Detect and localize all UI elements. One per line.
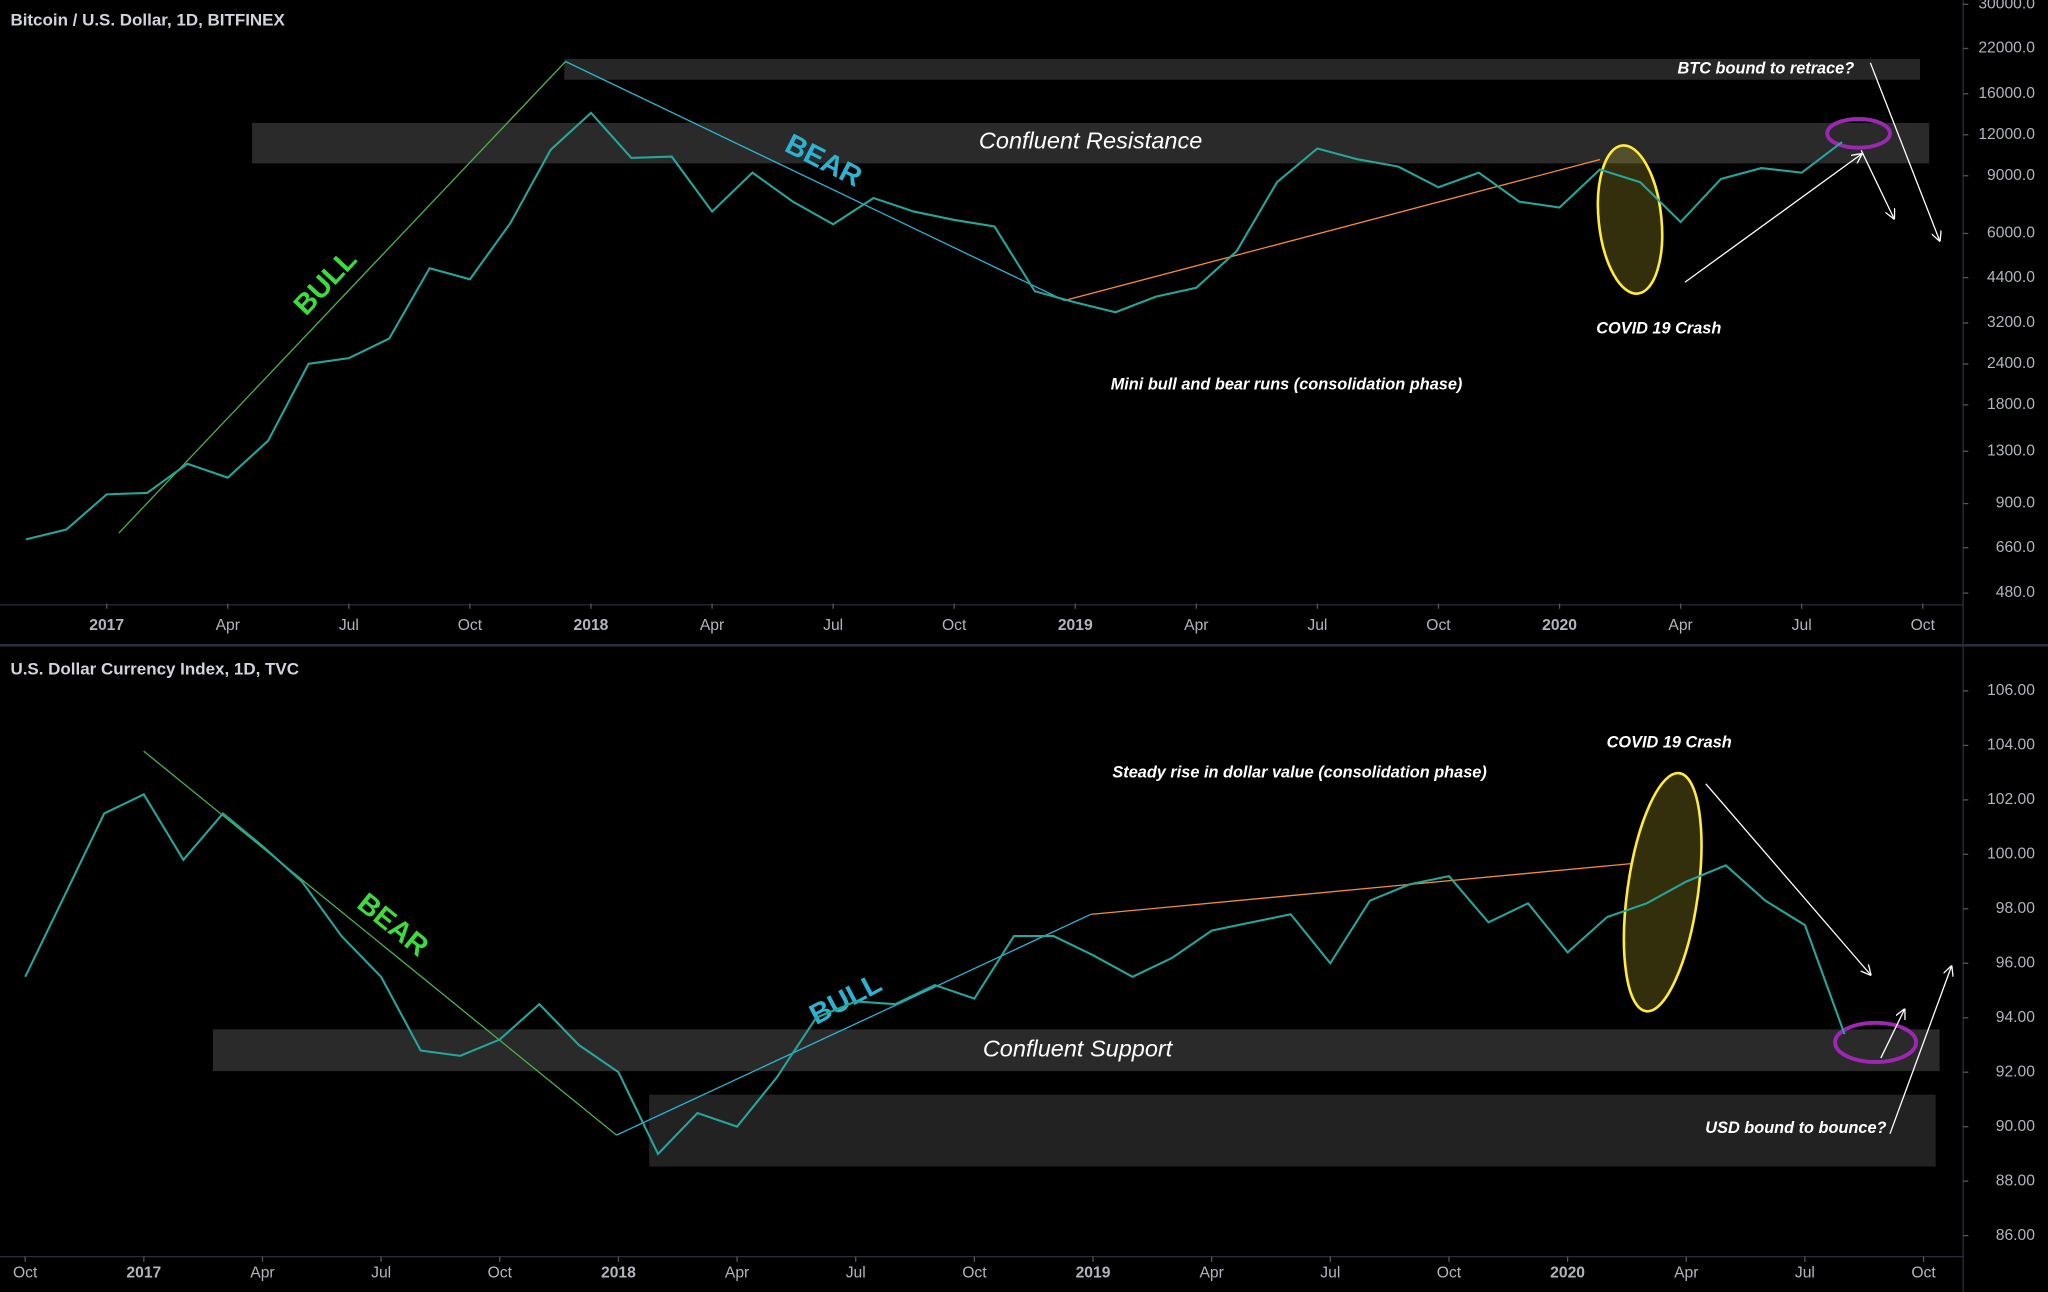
y-tick-label: 2400.0 [1987, 355, 2035, 372]
y-tick-label: 100.00 [1987, 845, 2035, 862]
y-tick-label: 106.00 [1987, 682, 2035, 699]
x-tick-label: Oct [1911, 617, 1936, 634]
price-line [24, 793, 1846, 1156]
y-tick-label: 102.00 [1987, 791, 2035, 808]
x-tick-label: Apr [1199, 1265, 1223, 1282]
x-tick-label: 2020 [1550, 1265, 1585, 1282]
y-tick-label: 92.00 [1996, 1063, 2035, 1080]
annotation: Mini bull and bear runs (consolidation p… [1111, 376, 1463, 394]
arrow [1860, 150, 1894, 218]
y-tick-label: 90.00 [1996, 1118, 2035, 1135]
arrow [1880, 1010, 1905, 1059]
x-tick-label: 2017 [126, 1265, 161, 1282]
y-tick-label: 6000.0 [1987, 225, 2035, 242]
arrow [1889, 967, 1951, 1135]
y-tick-label: 94.00 [1996, 1009, 2035, 1026]
x-tick-label: Jul [371, 1265, 391, 1282]
x-tick-label: Apr [700, 617, 724, 634]
annotation: Confluent Resistance [979, 128, 1202, 154]
x-tick-label: Oct [458, 617, 483, 634]
x-tick-label: Jul [1320, 1265, 1340, 1282]
x-tick-label: Jul [846, 1265, 866, 1282]
x-tick-label: Apr [1184, 617, 1208, 634]
trend-line [616, 913, 1091, 1136]
arrow [1705, 783, 1871, 975]
y-tick-label: 98.00 [1996, 900, 2035, 917]
arrow [1869, 62, 1939, 241]
y-tick-label: 12000.0 [1978, 126, 2035, 143]
x-tick-label: Oct [1437, 1265, 1462, 1282]
x-tick-label: Jul [1795, 1265, 1815, 1282]
x-tick-label: Oct [488, 1265, 513, 1282]
y-tick-label: 1300.0 [1987, 442, 2035, 459]
annotation: BTC bound to retrace? [1678, 60, 1855, 78]
y-tick-label: 3200.0 [1987, 314, 2035, 331]
resistance-zone [252, 122, 1930, 164]
x-tick-label: Apr [250, 1265, 274, 1282]
x-tick-label: 2019 [1076, 1265, 1111, 1282]
annotation: Steady rise in dollar value (consolidati… [1112, 764, 1486, 782]
trend-line [1090, 862, 1633, 916]
x-tick-label: Apr [1674, 1265, 1698, 1282]
highlight-ellipse [1833, 1020, 1919, 1064]
y-tick-label: 88.00 [1996, 1172, 2035, 1189]
annotation: COVID 19 Crash [1607, 734, 1732, 752]
annotation: Confluent Support [983, 1035, 1174, 1061]
x-tick-label: Apr [216, 617, 240, 634]
x-tick-label: 2017 [89, 617, 124, 634]
x-tick-label: Jul [339, 617, 359, 634]
y-tick-label: 4400.0 [1987, 269, 2035, 286]
x-tick-label: Oct [942, 617, 967, 634]
y-tick-label: 900.0 [1996, 495, 2035, 512]
y-tick-label: 96.00 [1996, 954, 2035, 971]
x-tick-label: 2018 [601, 1265, 636, 1282]
x-tick-label: Jul [823, 617, 843, 634]
x-tick-label: Oct [13, 1265, 38, 1282]
highlight-ellipse [1622, 771, 1703, 1013]
trend-line [118, 61, 567, 534]
trend-line [1064, 158, 1601, 302]
resistance-zone [564, 58, 1920, 80]
y-tick-label: 104.00 [1987, 737, 2035, 754]
x-tick-label: Jul [1792, 617, 1812, 634]
x-tick-label: 2020 [1542, 617, 1577, 634]
x-tick-label: Oct [1911, 1265, 1936, 1282]
annotation: COVID 19 Crash [1596, 320, 1721, 338]
x-tick-label: Apr [1668, 617, 1692, 634]
chart-title: U.S. Dollar Currency Index, 1D, TVC [10, 660, 299, 679]
support-zone [212, 1029, 1940, 1072]
y-tick-label: 30000.0 [1978, 0, 2035, 12]
y-tick-label: 1800.0 [1987, 396, 2035, 413]
y-tick-label: 480.0 [1996, 584, 2035, 601]
x-tick-label: 2018 [574, 617, 609, 634]
chart-title: Bitcoin / U.S. Dollar, 1D, BITFINEX [10, 11, 285, 30]
y-tick-label: 660.0 [1996, 539, 2035, 556]
y-tick-label: 22000.0 [1978, 40, 2035, 57]
trend-line [565, 60, 1065, 302]
x-tick-label: Oct [1426, 617, 1451, 634]
price-line [25, 111, 1843, 541]
y-tick-label: 16000.0 [1978, 85, 2035, 102]
y-tick-label: 9000.0 [1987, 167, 2035, 184]
arrow [1684, 154, 1861, 283]
annotation: USD bound to bounce? [1705, 1119, 1886, 1137]
x-tick-label: 2019 [1058, 617, 1093, 634]
x-tick-label: Oct [962, 1265, 987, 1282]
support-zone [649, 1094, 1936, 1167]
highlight-ellipse [1596, 144, 1664, 295]
x-tick-label: Apr [725, 1265, 749, 1282]
y-tick-label: 86.00 [1996, 1227, 2035, 1244]
x-tick-label: Jul [1307, 617, 1327, 634]
highlight-ellipse [1825, 117, 1892, 150]
